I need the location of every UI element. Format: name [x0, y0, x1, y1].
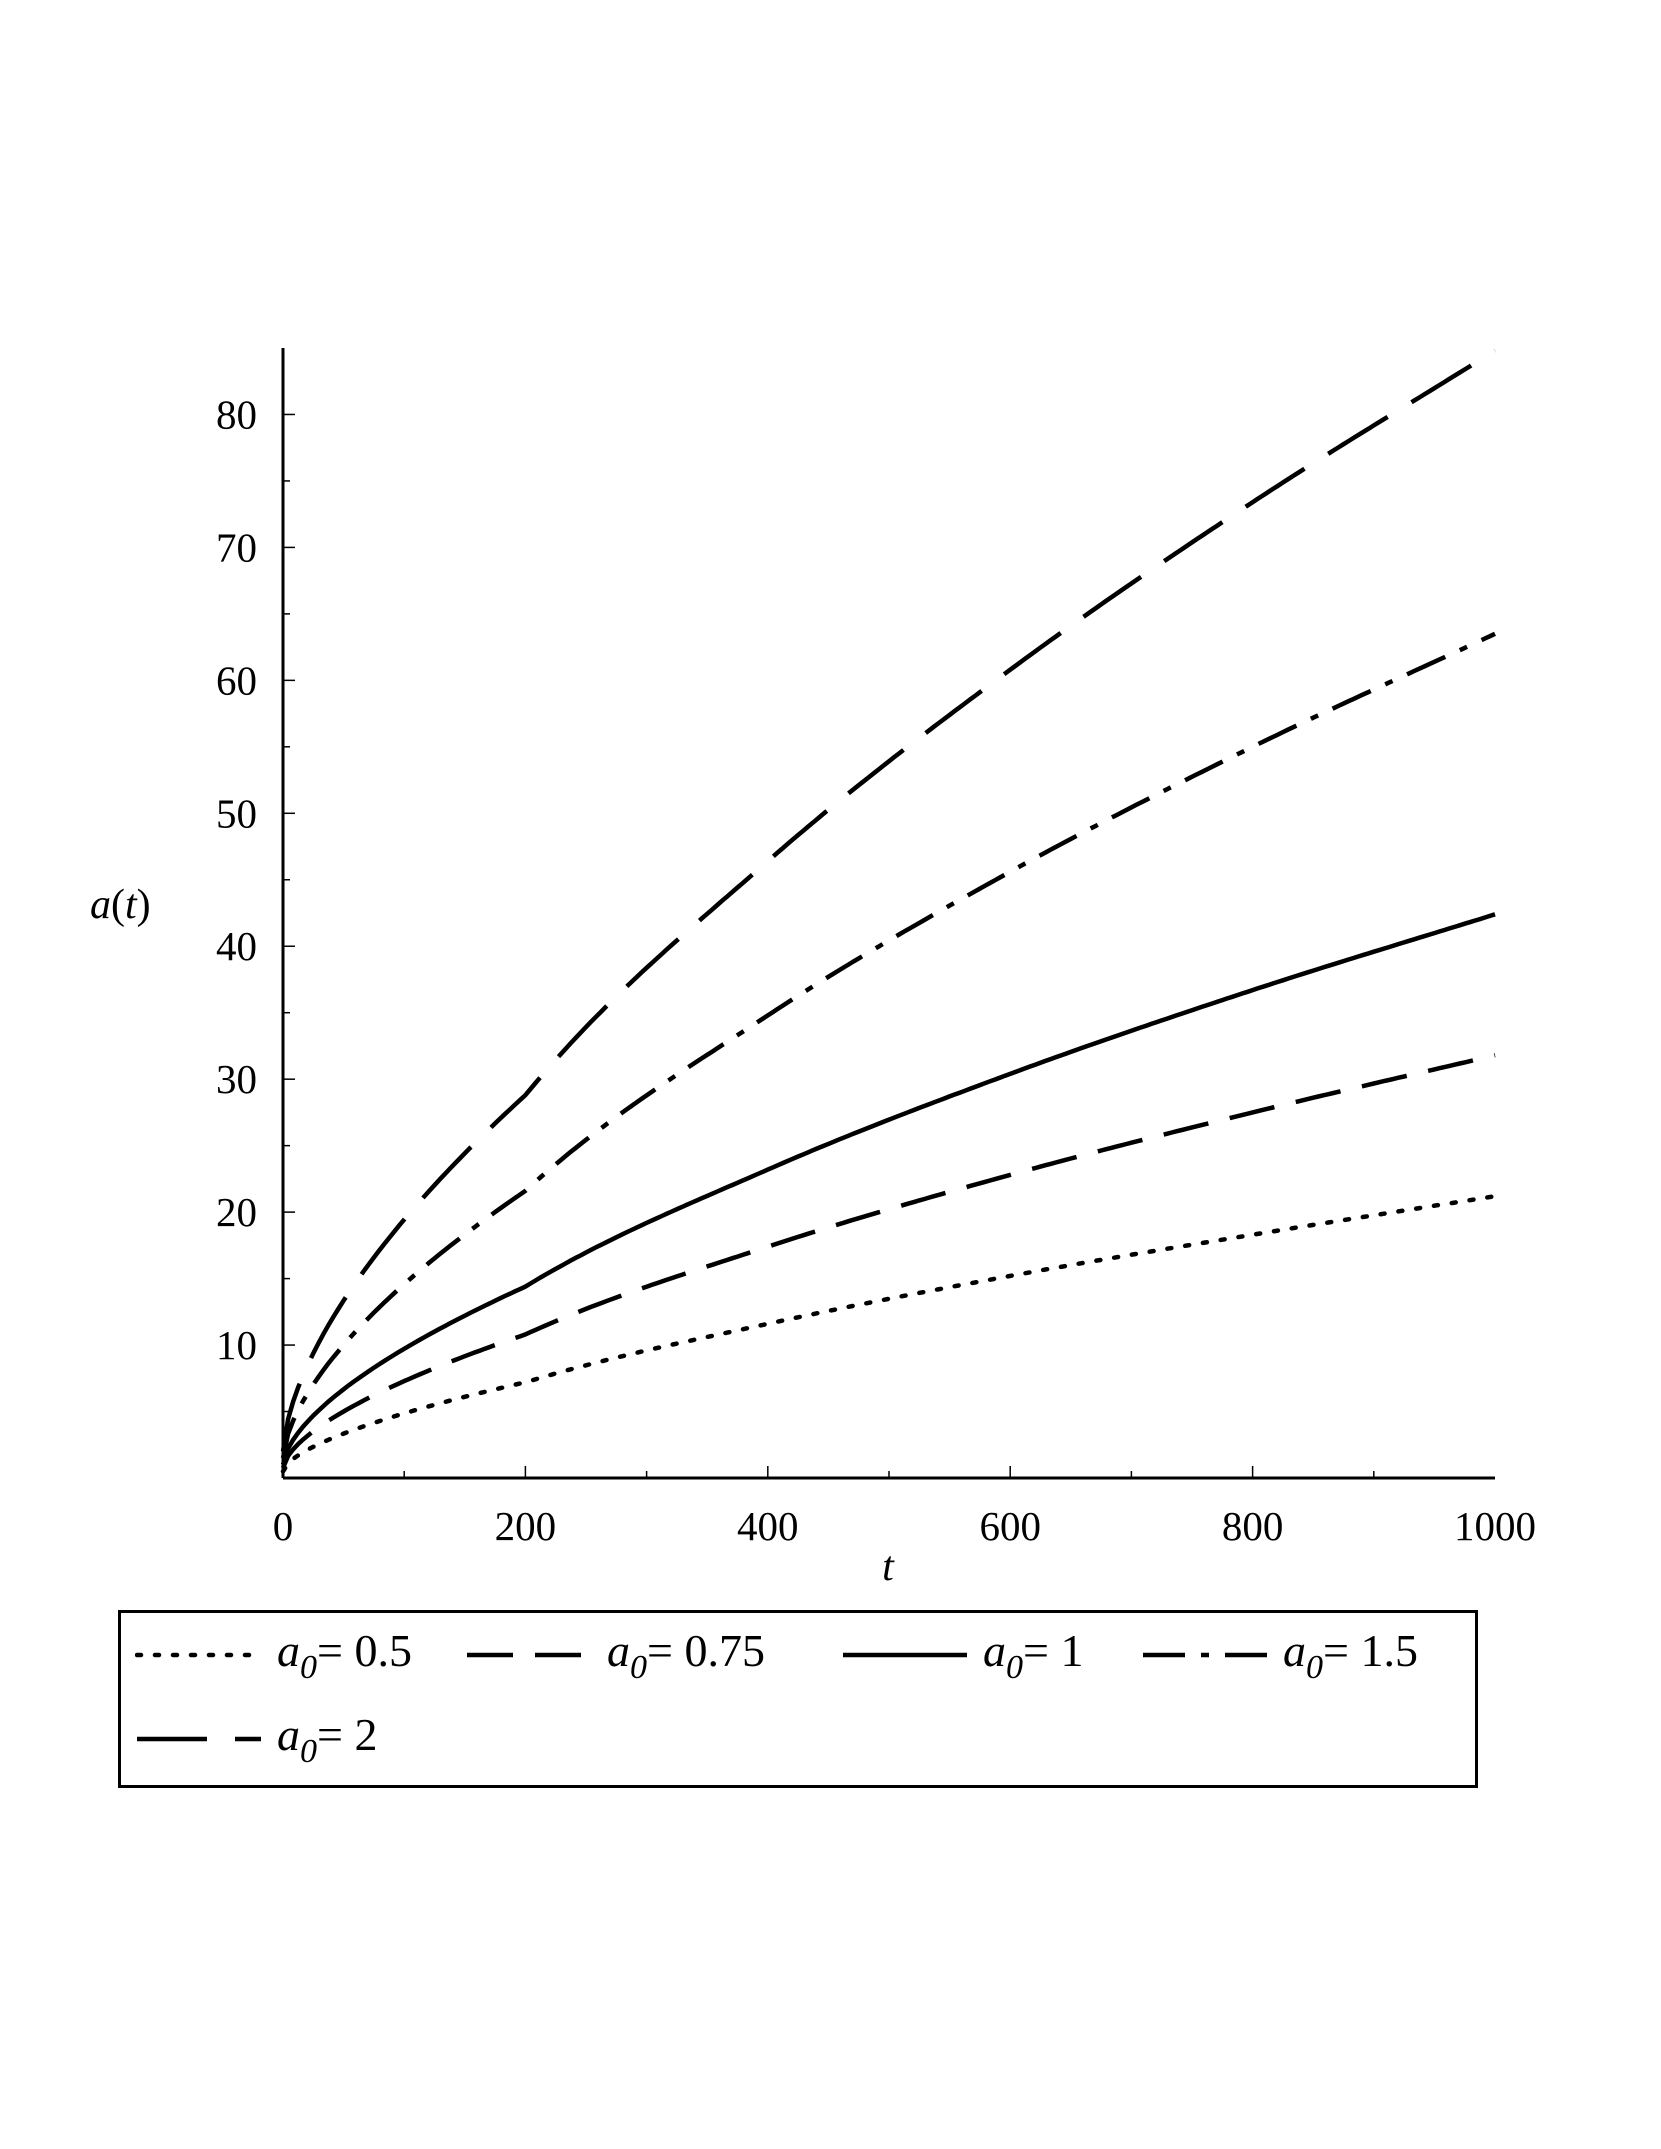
y-tick-label: 20: [216, 1189, 257, 1235]
legend-swatch: [843, 1652, 967, 1658]
legend-label: a0= 2: [277, 1708, 377, 1771]
legend-value: = 0.5: [317, 1624, 412, 1676]
legend-item: a0= 0.75: [465, 1624, 765, 1687]
legend-value: = 1.5: [1323, 1624, 1418, 1676]
series-line-2: [280, 912, 1496, 1466]
legend-symbol: a: [277, 1624, 300, 1676]
legend-symbol: a: [277, 1708, 300, 1760]
legend-subscript: 0: [300, 1732, 317, 1770]
x-axis-label: t: [882, 1544, 895, 1590]
legend-label: a0= 1.5: [1283, 1624, 1418, 1687]
chart-legend: a0= 0.5 a0= 0.75 a0= 1 a0= 1.5 a0= 2: [118, 1610, 1478, 1788]
legend-subscript: 0: [1306, 1648, 1323, 1686]
x-tick-label: 600: [979, 1503, 1041, 1549]
legend-symbol: a: [607, 1624, 630, 1676]
series-line-3: [280, 631, 1496, 1459]
legend-value: = 2: [317, 1708, 378, 1760]
legend-subscript: 0: [630, 1648, 647, 1686]
y-tick-label: 80: [216, 391, 257, 437]
y-tick-label: 60: [216, 657, 257, 703]
x-tick-label: 1000: [1454, 1503, 1536, 1549]
y-tick-label: 30: [216, 1056, 257, 1102]
legend-label: a0= 0.5: [277, 1624, 412, 1687]
series-line-4: [280, 348, 1497, 1452]
series-line-1: [280, 1053, 1496, 1469]
legend-swatch: [1143, 1652, 1267, 1658]
chart-series-layer: [280, 348, 1498, 1474]
legend-item: a0= 0.5: [135, 1624, 412, 1687]
legend-label: a0= 1: [983, 1624, 1083, 1687]
y-tick-label: 50: [216, 790, 257, 836]
legend-symbol: a: [983, 1624, 1006, 1676]
legend-value: = 1: [1023, 1624, 1084, 1676]
y-axis-label: a(t): [90, 882, 151, 928]
legend-subscript: 0: [300, 1648, 317, 1686]
legend-subscript: 0: [1006, 1648, 1023, 1686]
x-tick-label: 200: [495, 1503, 557, 1549]
x-tick-label: 0: [273, 1503, 294, 1549]
y-tick-label: 70: [216, 524, 257, 570]
legend-item: a0= 1.5: [1141, 1624, 1418, 1687]
x-tick-label: 800: [1222, 1503, 1284, 1549]
legend-label: a0= 0.75: [607, 1624, 765, 1687]
legend-symbol: a: [1283, 1624, 1306, 1676]
legend-item: a0= 2: [135, 1708, 377, 1771]
legend-swatch: [135, 1652, 263, 1658]
y-tick-label: 40: [216, 923, 257, 969]
legend-swatch: [137, 1736, 261, 1742]
series-line-0: [280, 1193, 1498, 1474]
legend-item: a0= 1: [841, 1624, 1083, 1687]
y-tick-label: 10: [216, 1322, 257, 1368]
legend-value: = 0.75: [647, 1624, 765, 1676]
x-tick-label: 400: [737, 1503, 799, 1549]
legend-swatch: [467, 1652, 591, 1658]
